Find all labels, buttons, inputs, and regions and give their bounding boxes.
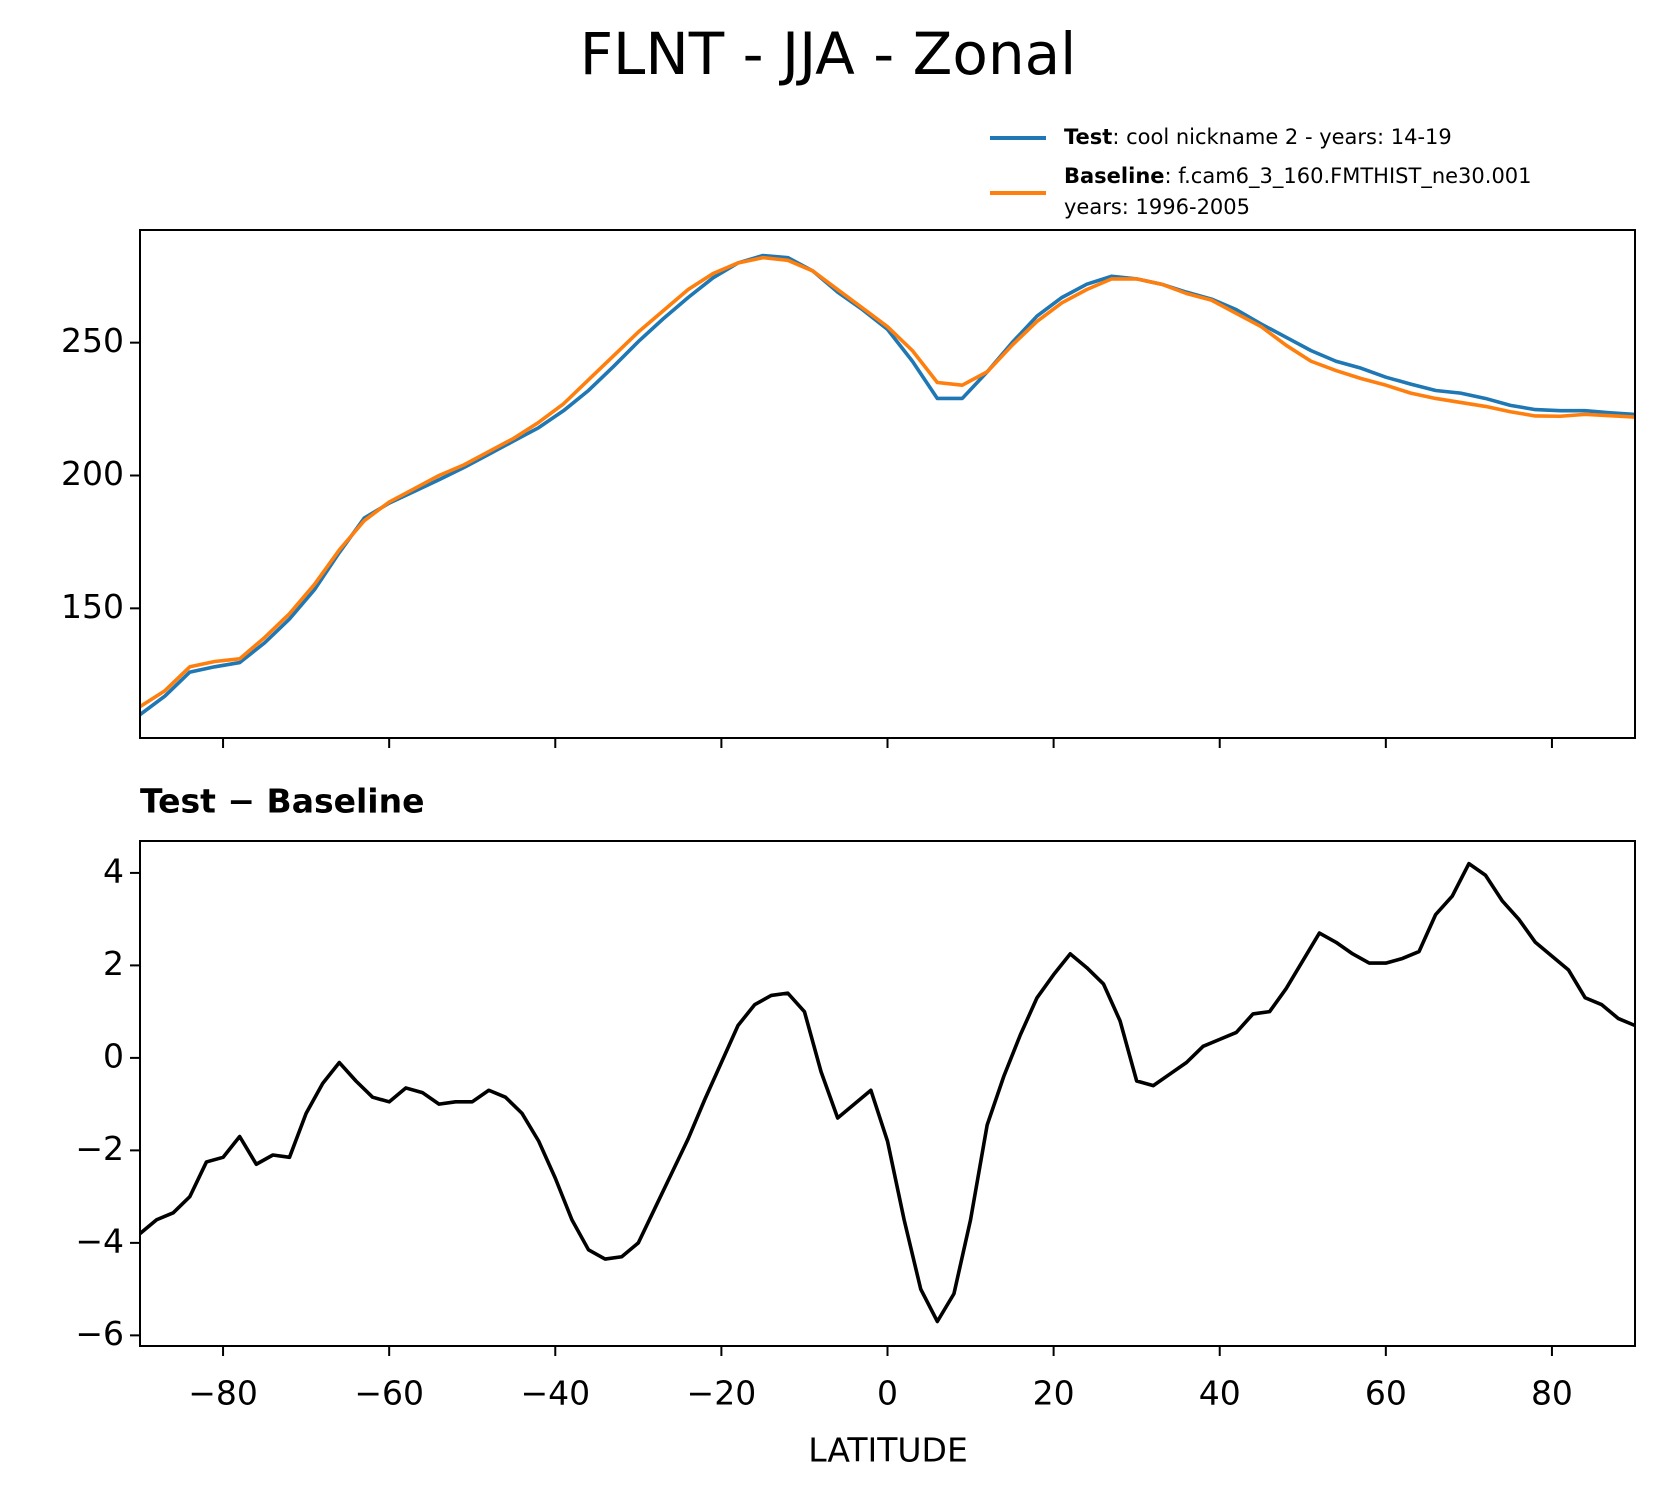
x-tick-label: 60 — [1365, 1374, 1407, 1413]
y-tick-label: 250 — [61, 321, 124, 360]
subplot-title: Test − Baseline — [140, 782, 425, 821]
legend-label: Test: cool nickname 2 - years: 14-19 — [1064, 125, 1452, 149]
x-axis-label: LATITUDE — [808, 1431, 968, 1470]
legend-name: Baseline — [1064, 164, 1165, 188]
y-tick-label: 2 — [103, 944, 124, 983]
y-tick-label: 150 — [61, 587, 124, 626]
axes-frame — [139, 840, 1636, 1347]
y-tick-label: −6 — [75, 1314, 124, 1353]
y-tick-label: 0 — [103, 1036, 124, 1075]
x-tick-label: 0 — [877, 1374, 898, 1413]
x-tick-label: 80 — [1531, 1374, 1573, 1413]
data-line — [140, 255, 1635, 709]
x-tick-label: −80 — [188, 1374, 258, 1413]
legend-label-line2: years: 1996-2005 — [1064, 195, 1250, 219]
axes-frame — [139, 229, 1636, 739]
x-tick-label: −40 — [520, 1374, 590, 1413]
y-tick-label: −2 — [75, 1129, 124, 1168]
x-tick-label: −20 — [687, 1374, 757, 1413]
legend-name: Test — [1064, 125, 1112, 149]
legend-description: : f.cam6_3_160.FMTHIST_ne30.001 — [1165, 164, 1532, 189]
y-tick-label: −4 — [75, 1221, 124, 1260]
x-tick-label: 20 — [1033, 1374, 1075, 1413]
legend-description: : cool nickname 2 - years: 14-19 — [1112, 125, 1451, 149]
y-tick-label: 4 — [103, 851, 124, 890]
data-line — [140, 861, 1635, 1324]
x-tick-label: −60 — [354, 1374, 424, 1413]
x-tick-label: 40 — [1199, 1374, 1241, 1413]
figure-title: FLNT - JJA - Zonal — [580, 20, 1077, 88]
legend-label: Baseline: f.cam6_3_160.FMTHIST_ne30.001 — [1064, 164, 1532, 189]
y-tick-label: 200 — [61, 454, 124, 493]
